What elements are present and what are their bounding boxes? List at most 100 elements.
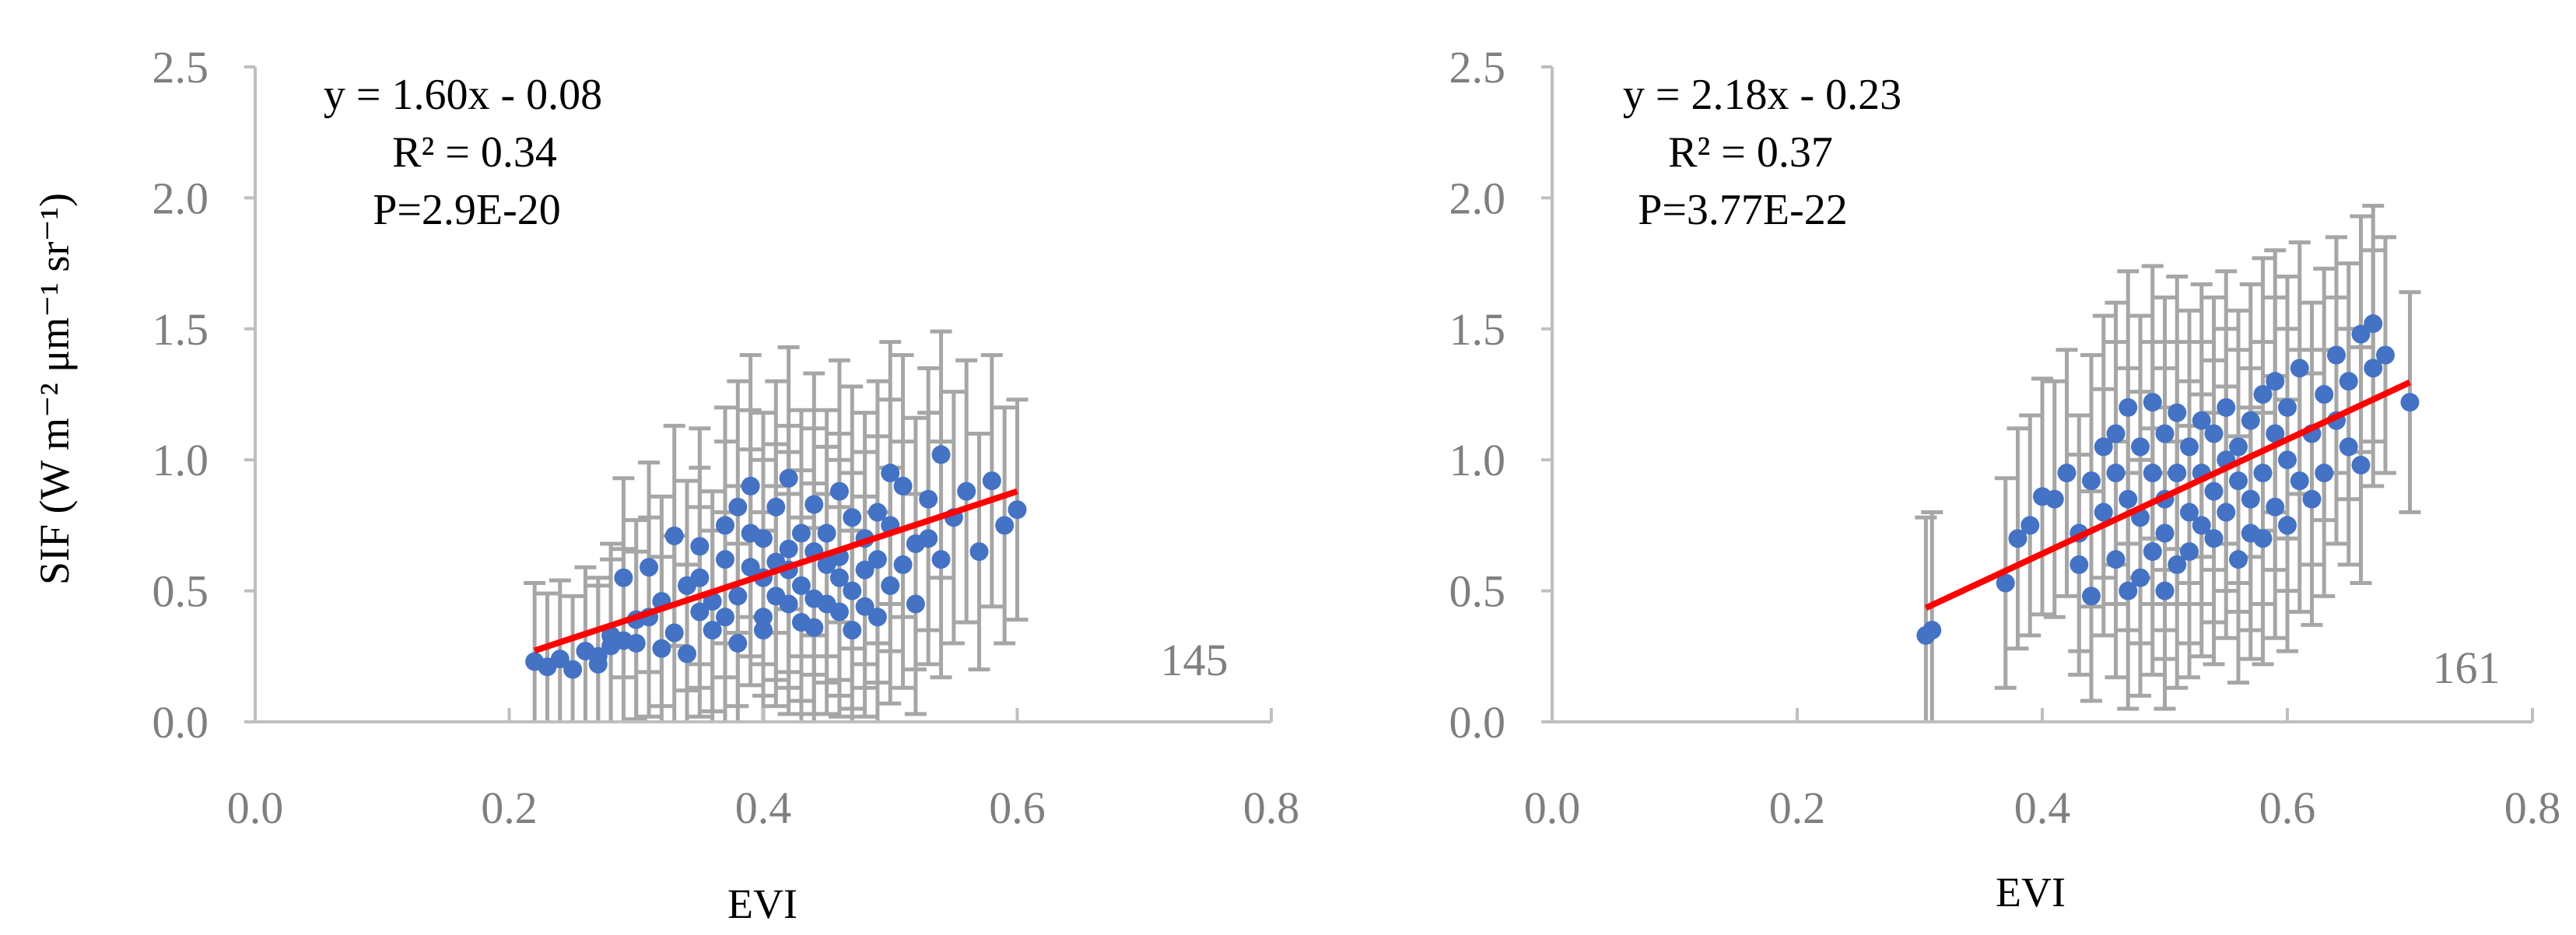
data-point (2315, 464, 2334, 483)
x-tick-label: 0.8 (2504, 783, 2561, 833)
data-point (2192, 516, 2211, 535)
y-tick-label: 2.0 (152, 173, 209, 223)
data-point (563, 660, 583, 679)
data-point (728, 587, 748, 606)
data-point (2131, 568, 2150, 587)
y-tick-label: 0.0 (152, 697, 209, 748)
x-tick-label: 0.6 (989, 783, 1046, 833)
data-point (2131, 437, 2150, 457)
data-point (766, 497, 786, 517)
data-point (754, 529, 773, 548)
data-point (2020, 516, 2040, 535)
data-point (829, 602, 849, 622)
data-point (2217, 503, 2236, 522)
data-point (906, 594, 925, 614)
p-value-label: P=3.77E-22 (1638, 186, 1848, 234)
x-axis-title: EVI (727, 881, 797, 927)
equation-label: y = 1.60x - 0.08 (324, 71, 602, 119)
data-point (791, 524, 811, 543)
data-point (1996, 573, 2015, 593)
data-point (2327, 345, 2346, 365)
chart-panel-right: 0.0 0.5 1.0 1.5 2.0 2.5 0.0 0.2 0.4 0.6 0.8 y = 2.… (1449, 42, 2561, 916)
error-bar-layer (1915, 204, 2421, 722)
data-point (2339, 372, 2358, 391)
data-point (2180, 503, 2199, 522)
y-tick-label: 0.0 (1449, 697, 1506, 748)
data-point (2229, 437, 2248, 457)
data-point (931, 445, 951, 464)
x-axis-title: EVI (1996, 869, 2066, 916)
data-point (754, 608, 773, 627)
data-point (2351, 324, 2371, 344)
data-point (2290, 359, 2309, 378)
axes-layer (1541, 65, 2534, 723)
p-value-label: P=2.9E-20 (373, 186, 561, 234)
data-point (2180, 437, 2199, 457)
data-point (804, 495, 824, 514)
data-point (893, 476, 913, 496)
data-point (2266, 372, 2285, 391)
data-point (2070, 555, 2089, 574)
data-point (690, 568, 710, 587)
x-tick-label: 0.8 (1243, 783, 1300, 833)
regression-line (533, 488, 1018, 654)
data-point (2155, 424, 2175, 443)
data-point (2180, 542, 2199, 562)
data-point (2168, 555, 2187, 574)
y-tick-label: 0.5 (152, 566, 209, 617)
data-point (2204, 482, 2224, 501)
data-point (2106, 424, 2126, 443)
data-point (2339, 437, 2358, 457)
tick-label-layer: 0.0 0.5 1.0 1.5 2.0 2.5 0.0 0.2 0.4 0.6 0.8 (1449, 42, 2561, 833)
data-point (690, 602, 710, 622)
data-point (652, 639, 671, 658)
x-tick-label: 0.6 (2259, 783, 2316, 833)
x-tick-label: 0.4 (2014, 783, 2071, 833)
fit-line-layer (1924, 379, 2412, 611)
data-point (2106, 464, 2126, 483)
data-point (741, 558, 760, 577)
data-point (881, 576, 900, 595)
data-point (2143, 393, 2162, 412)
data-point (2045, 489, 2064, 509)
equation-label: y = 2.18x - 0.23 (1623, 71, 1901, 119)
data-point (2278, 397, 2297, 417)
x-tick-label: 0.4 (735, 783, 792, 833)
data-point (2143, 542, 2162, 562)
data-point (550, 650, 570, 669)
tick-label-layer: 0.0 0.5 1.0 1.5 2.0 2.5 0.0 0.2 0.4 0.6 0.8 (152, 42, 1300, 833)
data-point (640, 558, 659, 577)
data-point (919, 489, 938, 509)
r-squared-label: R² = 0.34 (392, 128, 557, 177)
data-point (779, 539, 798, 559)
data-point (754, 621, 773, 640)
data-point (2253, 385, 2273, 404)
error-bar (562, 594, 584, 722)
data-point (855, 597, 874, 616)
data-point (2168, 403, 2187, 422)
data-point (626, 633, 646, 653)
y-tick-label: 1.0 (1449, 435, 1506, 485)
regression-line (1924, 379, 2412, 611)
x-tick-label: 0.2 (1769, 783, 1826, 833)
data-point (728, 633, 748, 653)
data-point (867, 608, 887, 627)
fit-line-layer (533, 488, 1018, 654)
error-bar (727, 541, 749, 722)
data-point (2082, 587, 2101, 606)
data-point (2229, 550, 2248, 569)
data-point (2106, 550, 2126, 569)
data-point (957, 482, 976, 501)
data-point (1922, 621, 1942, 640)
data-point (716, 608, 735, 627)
data-point (843, 581, 862, 601)
data-point (855, 560, 874, 580)
data-point (2253, 529, 2273, 548)
data-point (2266, 424, 2285, 443)
data-point (2155, 581, 2175, 601)
y-tick-label: 1.5 (1449, 304, 1506, 355)
data-point (2315, 385, 2334, 404)
data-point (2253, 464, 2273, 483)
data-point (2119, 489, 2138, 509)
data-point (2351, 455, 2371, 475)
